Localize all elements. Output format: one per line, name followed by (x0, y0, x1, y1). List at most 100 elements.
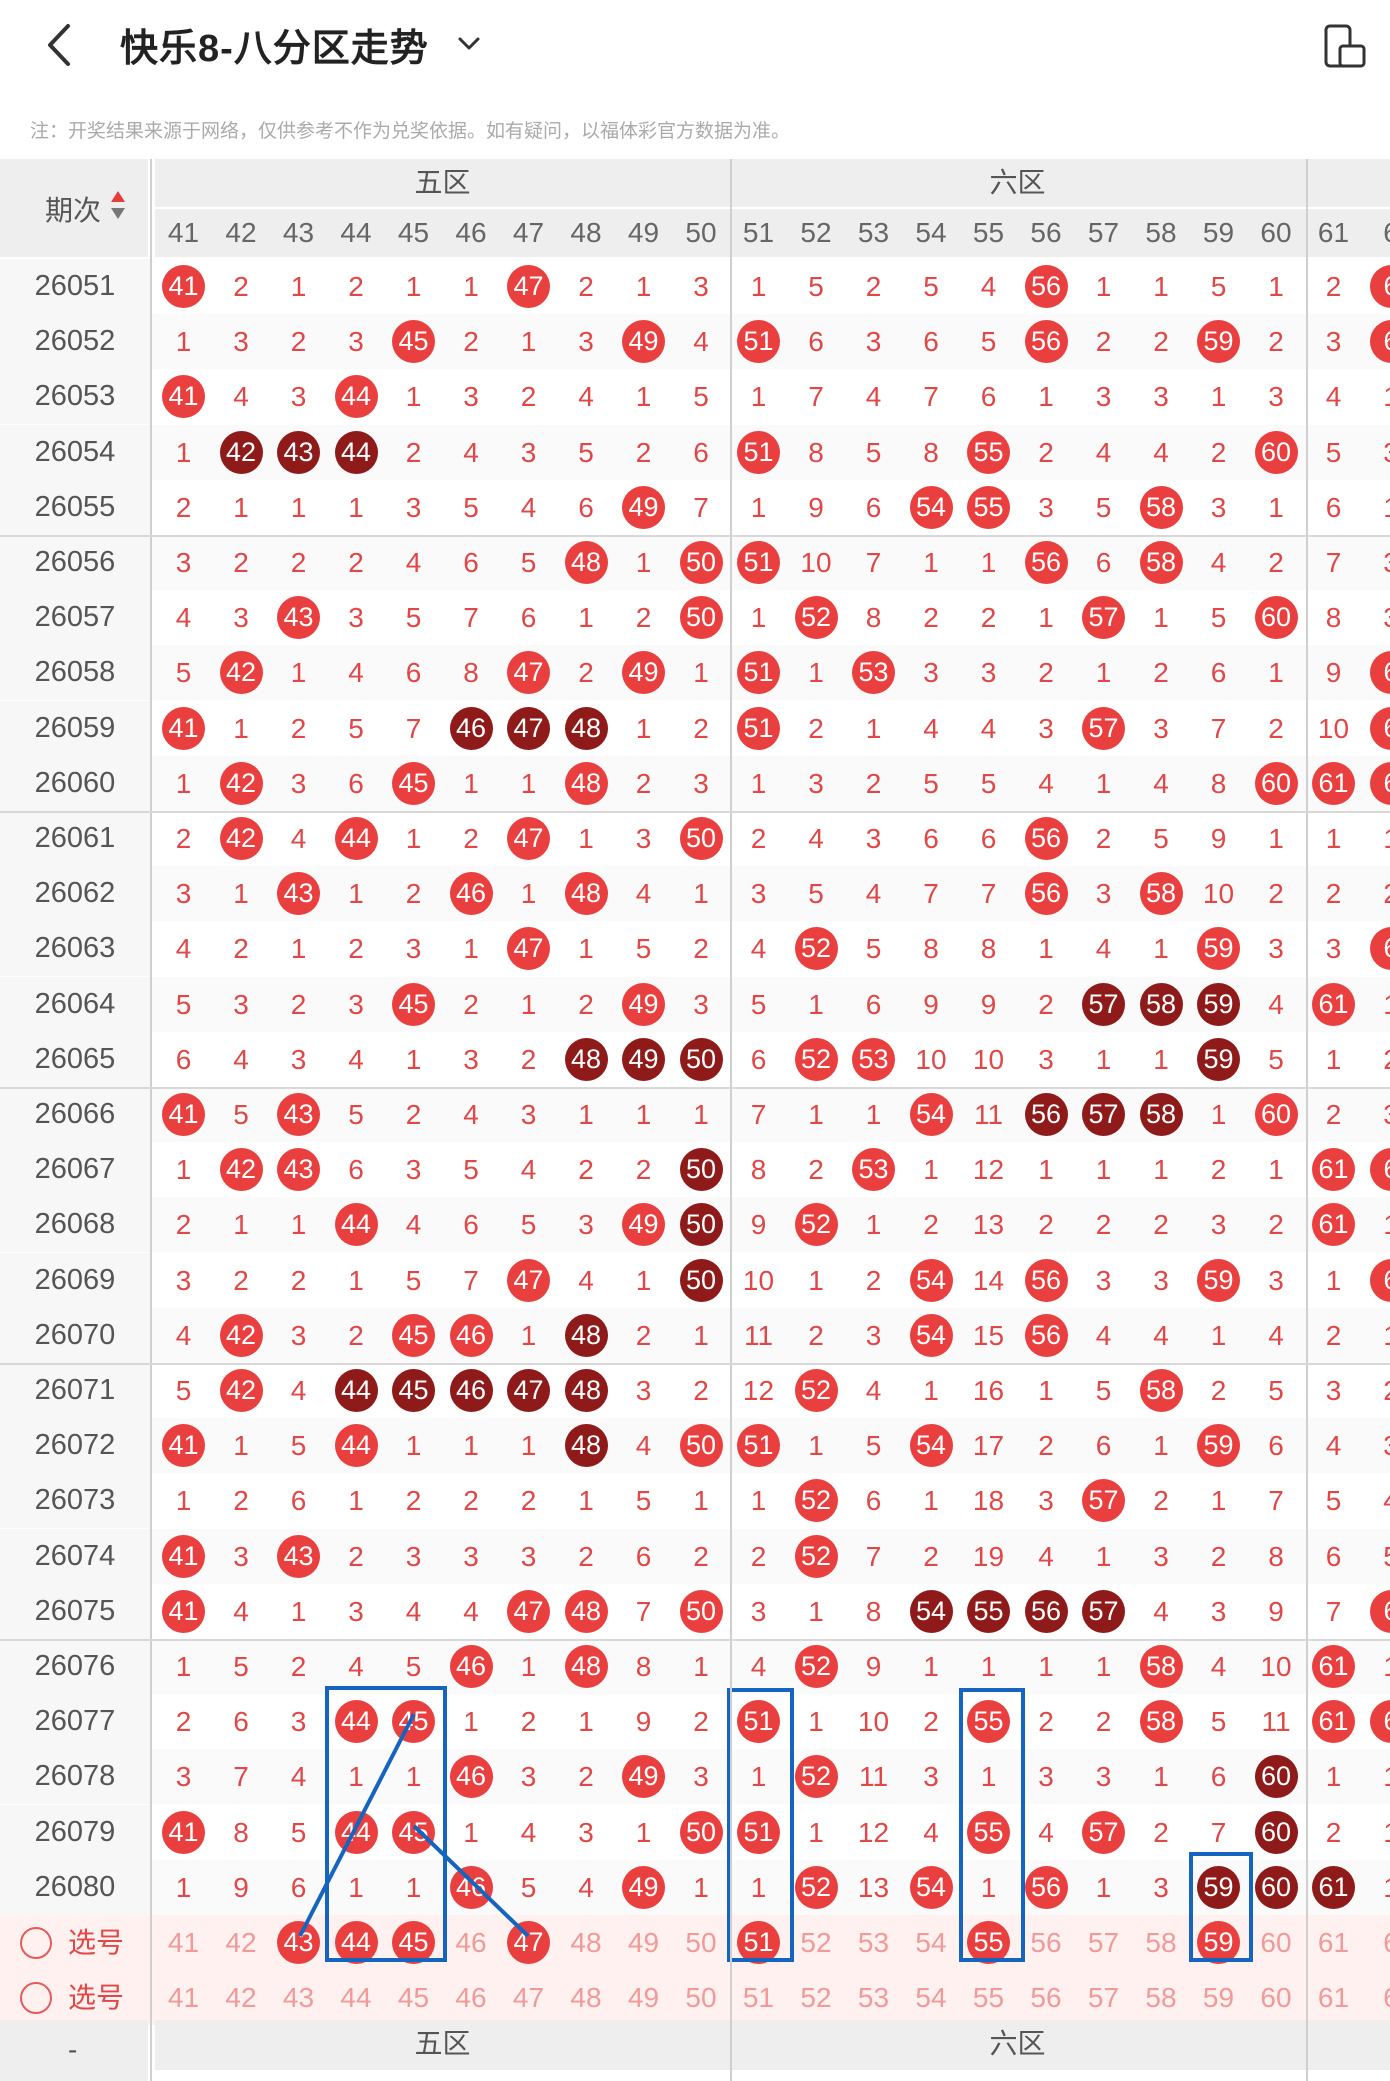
table-cell: 1 (808, 1595, 824, 1627)
select-number[interactable]: 58 (1145, 1927, 1177, 1958)
table-cell: 6 (1363, 1142, 1390, 1197)
selected-number-ball[interactable]: 59 (1197, 1921, 1240, 1964)
select-number[interactable]: 54 (915, 1982, 947, 2014)
select-number[interactable]: 42 (225, 1982, 257, 2014)
select-number[interactable]: 61 (1317, 1982, 1350, 2014)
title-dropdown[interactable]: 快乐8-八分区走势 (120, 14, 483, 74)
table-cell: 1 (1095, 1043, 1112, 1075)
select-number[interactable]: 53 (857, 1927, 890, 1958)
select-number[interactable]: 43 (270, 1915, 327, 1970)
select-number[interactable]: 41 (167, 1927, 200, 1958)
table-row: 26060142364511482313255414860616 (0, 755, 1390, 811)
select-number[interactable]: 51 (730, 1915, 787, 1970)
table-cell: 4 (1325, 1430, 1342, 1462)
select-number[interactable]: 46 (455, 1927, 487, 1958)
phone-rotate-icon[interactable] (1318, 22, 1368, 72)
chevron-down-icon (458, 37, 480, 50)
select-number[interactable]: 42 (225, 1927, 257, 1958)
table-cell: 2 (808, 712, 824, 744)
table-cell: 48 (558, 866, 615, 921)
select-number[interactable]: 6 (1363, 1970, 1390, 2025)
select-number[interactable]: 54 (915, 1927, 947, 1958)
select-number[interactable]: 53 (857, 1982, 890, 2014)
select-number[interactable]: 49 (627, 1982, 660, 2014)
select-radio[interactable] (20, 1927, 52, 1959)
table-cell: 60 (1248, 425, 1305, 480)
table-cell: 2 (1095, 1706, 1112, 1738)
table-cell: 7 (1210, 1816, 1227, 1848)
column-header-45: 45 (397, 217, 430, 248)
table-cell: 2 (405, 1099, 422, 1130)
select-number[interactable]: 6 (1363, 1915, 1390, 1970)
table-cell: 50 (673, 1584, 730, 1639)
select-number[interactable]: 59 (1202, 1982, 1235, 2014)
drawn-number-ball: 52 (794, 1203, 838, 1247)
select-number[interactable]: 49 (627, 1927, 660, 1958)
selected-number-ball[interactable]: 55 (967, 1921, 1010, 1964)
table-cell: 2 (520, 1485, 537, 1517)
back-chevron-icon[interactable] (40, 20, 80, 70)
select-number[interactable]: 60 (1260, 1982, 1292, 2014)
table-cell: 52 (788, 921, 845, 976)
table-cell: 2 (693, 1706, 709, 1738)
selected-number-ball[interactable]: 43 (277, 1921, 320, 1964)
select-number[interactable]: 57 (1087, 1927, 1120, 1958)
table-cell: 3 (1268, 933, 1284, 965)
table-cell: 1 (233, 878, 249, 910)
select-number[interactable]: 52 (800, 1927, 832, 1958)
select-number[interactable]: 44 (340, 1982, 372, 2014)
table-row: 26066415435243111711541156575816023 (0, 1087, 1390, 1142)
table-cell: 1 (1153, 1043, 1169, 1075)
table-cell: 2 (693, 1375, 709, 1406)
select-number[interactable]: 61 (1317, 1927, 1350, 1958)
select-number[interactable]: 41 (167, 1982, 200, 2014)
select-number[interactable]: 47 (512, 1982, 545, 2014)
table-row: 26075414134447487503185455565743976 (0, 1583, 1390, 1639)
select-number[interactable]: 45 (385, 1915, 442, 1970)
select-number[interactable]: 55 (972, 1982, 1005, 2014)
select-number[interactable]: 56 (1030, 1927, 1062, 1958)
select-number[interactable]: 48 (570, 1927, 602, 1958)
selected-number-ball[interactable]: 45 (392, 1921, 435, 1964)
select-number[interactable]: 56 (1030, 1982, 1062, 2014)
drawn-number-ball: 54 (909, 1258, 953, 1302)
table-cell: 7 (463, 1264, 479, 1296)
select-number[interactable]: 44 (328, 1915, 385, 1970)
table-row: 260801961146544911521354156135960611 (0, 1859, 1390, 1915)
select-radio[interactable] (20, 1982, 52, 2015)
table-cell: 60 (1248, 1087, 1305, 1142)
table-row: 26078374114632493152113133166011 (0, 1749, 1390, 1805)
select-number[interactable]: 58 (1145, 1982, 1177, 2014)
table-cell: 56 (1018, 259, 1075, 314)
table-cell: 47 (500, 1253, 557, 1308)
select-number[interactable]: 55 (960, 1915, 1017, 1970)
select-number[interactable]: 52 (800, 1982, 832, 2014)
select-number[interactable]: 60 (1260, 1927, 1292, 1958)
selected-number-ball[interactable]: 47 (507, 1921, 550, 1964)
drawn-number-ball: 43 (277, 1148, 320, 1192)
select-number[interactable]: 45 (397, 1982, 430, 2014)
table-cell: 6 (1363, 921, 1390, 976)
select-number[interactable]: 59 (1190, 1915, 1247, 1970)
drawn-number-ball: 58 (1139, 1093, 1183, 1136)
table-cell: 3 (463, 1540, 479, 1572)
period-header[interactable]: 期次 (0, 159, 148, 257)
select-number[interactable]: 51 (742, 1982, 775, 2014)
selected-number-ball[interactable]: 44 (334, 1921, 378, 1964)
select-number[interactable]: 47 (500, 1915, 557, 1970)
selected-number-ball[interactable]: 51 (737, 1921, 780, 1964)
select-number[interactable]: 50 (685, 1927, 717, 1958)
table-cell: 58 (1133, 1694, 1190, 1749)
table-cell: 1 (635, 271, 652, 302)
select-number[interactable]: 48 (570, 1982, 602, 2014)
drawn-number-ball: 46 (449, 1369, 493, 1412)
table-cell: 3 (865, 1319, 882, 1351)
select-number[interactable]: 50 (685, 1982, 717, 2014)
period-cell: 26075 (0, 1583, 150, 1639)
drawn-number-ball: 44 (334, 1700, 378, 1744)
select-number[interactable]: 57 (1087, 1982, 1120, 2014)
table-cell: 4 (923, 712, 939, 744)
table-cell: 1 (1363, 1308, 1390, 1363)
select-number[interactable]: 46 (455, 1982, 487, 2014)
select-number[interactable]: 43 (282, 1982, 315, 2014)
